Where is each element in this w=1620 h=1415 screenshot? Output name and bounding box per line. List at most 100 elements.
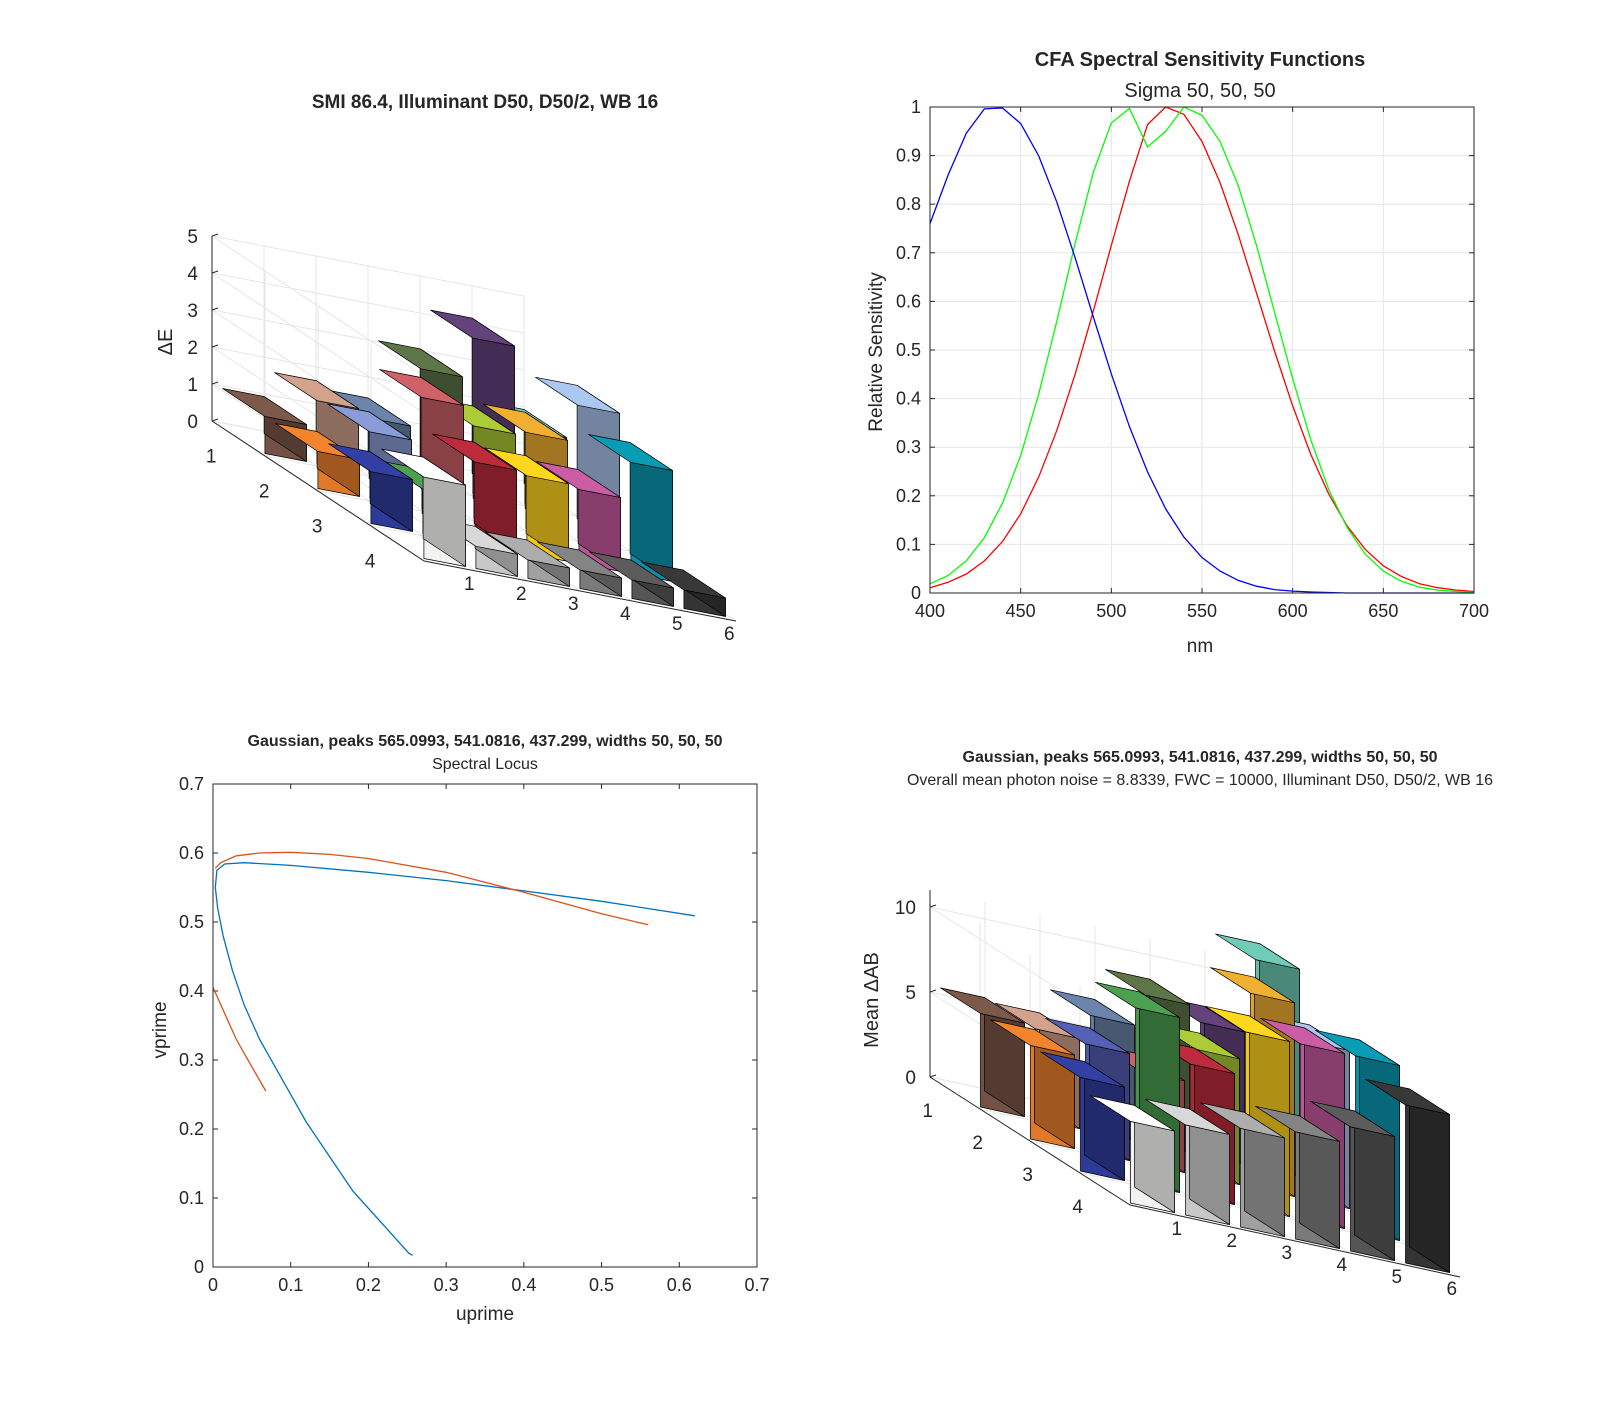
col-tick-label: 1 (464, 574, 475, 595)
col-tick-label: 4 (1337, 1255, 1348, 1276)
bar-top-face (328, 443, 413, 481)
bar-top-face (1315, 1029, 1400, 1066)
series-line-1 (214, 862, 695, 1256)
col-axis-line (1129, 1204, 1461, 1278)
z-tick-label: 1 (187, 375, 198, 396)
x-tick-label: 0.6 (667, 1275, 692, 1295)
bar-top-face (1205, 1005, 1290, 1042)
z-tick-label: 0 (905, 1068, 916, 1089)
bar-top-face (378, 340, 463, 378)
y-tick-label: 0.2 (896, 486, 921, 506)
bar-top-face (1095, 981, 1180, 1018)
y-tick-label: 0.5 (179, 912, 204, 932)
bar-top-face (432, 433, 517, 471)
bar (588, 434, 673, 582)
bar-top-face (430, 309, 515, 347)
z-tick-label: 0 (187, 412, 198, 433)
bar-top-face (1105, 969, 1190, 1006)
x-tick-label: 550 (1187, 601, 1217, 621)
z-tick-mark (929, 1074, 937, 1078)
bar-top-face (1040, 1051, 1125, 1088)
y-tick-label: 0.6 (179, 843, 204, 863)
z-tick-mark (211, 233, 219, 237)
x-tick-label: 600 (1278, 601, 1308, 621)
y-tick-label: 0.4 (896, 389, 921, 409)
noise-bar3d-panel: Gaussian, peaks 565.0993, 541.0816, 437.… (861, 749, 1493, 1300)
bar-top-face (535, 376, 620, 414)
z-tick-mark (211, 270, 219, 274)
z-tick-label: 5 (187, 227, 198, 248)
bar-top-face (1210, 967, 1295, 1004)
series-line-1 (929, 106, 1475, 593)
cfa-plot-box (929, 106, 1475, 594)
cfa-chart-title: CFA Spectral Sensitivity Functions (1035, 49, 1365, 71)
bar-top-face (1260, 1017, 1345, 1054)
noise-z-axis-label: Mean ΔAB (861, 952, 883, 1048)
z-tick-mark (211, 381, 219, 385)
series-line-2 (214, 851, 649, 926)
x-tick-label: 0.2 (356, 1275, 381, 1295)
row-axis-line (929, 1076, 1131, 1206)
row-tick-label: 3 (312, 517, 323, 538)
bar-top-face (588, 434, 673, 471)
bar (1200, 1102, 1285, 1237)
bar (1090, 1095, 1175, 1213)
x-tick-label: 0 (208, 1275, 218, 1295)
noise-axes (929, 890, 1461, 1278)
bar (1255, 1105, 1340, 1249)
noise-chart-subtitle: Overall mean photon noise = 8.8339, FWC … (907, 772, 1493, 789)
col-tick-label: 3 (1282, 1243, 1293, 1264)
smi-axes (211, 236, 737, 622)
y-tick-label: 0.1 (179, 1188, 204, 1208)
bar-top-face (222, 388, 307, 425)
noise-bars (940, 933, 1450, 1273)
y-tick-label: 0.4 (179, 981, 204, 1001)
z-tick-label: 4 (187, 264, 198, 285)
bar-top-face (1090, 1095, 1175, 1132)
locus-tick-labels: 0 0.1 0.2 0.3 0.4 0.5 0.6 0.7 0 0.1 0.2 0.3 0.4 0.5 0.… (179, 774, 770, 1295)
locus-series-lines (212, 851, 695, 1256)
x-tick-label: 650 (1368, 601, 1398, 621)
row-tick-label: 4 (365, 552, 376, 573)
cfa-grid-lines (929, 106, 1475, 594)
noise-tick-labels: 0 5 10 1 2 3 4 1 2 3 4 5 6 (895, 898, 1457, 1300)
x-tick-label: 500 (1096, 601, 1126, 621)
row-axis-line (211, 420, 425, 562)
bar (641, 561, 726, 617)
locus-x-axis-label: uprime (456, 1304, 514, 1325)
bar-top-face (536, 461, 621, 498)
bar-top-face (537, 541, 622, 579)
x-tick-label: 0.5 (589, 1275, 614, 1295)
x-tick-label: 0.3 (434, 1275, 459, 1295)
bar-top-face (381, 448, 466, 486)
z-tick-mark (929, 989, 937, 993)
z-tick-label: 3 (187, 301, 198, 322)
col-tick-label: 6 (1447, 1279, 1458, 1300)
bar-top-face (1050, 989, 1135, 1026)
bar (940, 987, 1025, 1117)
row-tick-label: 1 (922, 1101, 933, 1122)
y-tick-label: 0.8 (896, 194, 921, 214)
locus-chart-subtitle: Spectral Locus (432, 756, 538, 773)
y-tick-label: 0 (911, 583, 921, 603)
x-tick-label: 700 (1459, 601, 1489, 621)
col-tick-label: 4 (620, 604, 631, 625)
col-tick-label: 2 (1227, 1231, 1238, 1252)
col-tick-label: 6 (724, 624, 735, 645)
smi-bars (222, 309, 726, 617)
bar-top-face (1145, 1098, 1230, 1135)
x-tick-label: 400 (915, 601, 945, 621)
series-line-2 (929, 106, 1475, 594)
y-tick-label: 0.7 (896, 243, 921, 263)
y-tick-label: 0.6 (896, 291, 921, 311)
z-tick-label: 2 (187, 338, 198, 359)
locus-line-panel: Gaussian, peaks 565.0993, 541.0816, 437.… (150, 733, 770, 1325)
row-tick-label: 2 (972, 1133, 983, 1154)
col-axis-line (423, 560, 737, 622)
y-tick-label: 0.2 (179, 1119, 204, 1139)
bar (589, 551, 674, 607)
x-tick-label: 0.1 (278, 1275, 303, 1295)
bar-side-face (1409, 1088, 1450, 1273)
bar (328, 443, 413, 532)
